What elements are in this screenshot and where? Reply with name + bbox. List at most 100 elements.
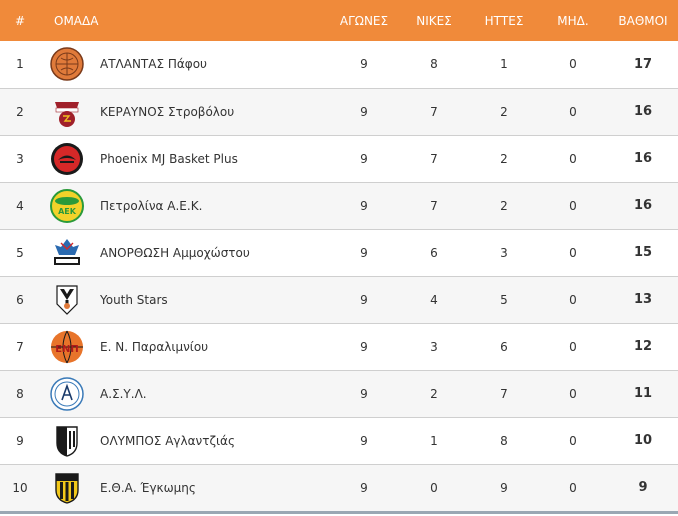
- table-body: 1 ΑΤΛΑΝΤΑΣ Πάφου 9 8 1 0 17 2: [0, 41, 678, 511]
- team-name[interactable]: ΟΛΥΜΠΟΣ Αγλαντζιάς: [100, 433, 235, 448]
- games-cell: 9: [360, 386, 368, 401]
- wins-cell: 7: [430, 198, 438, 213]
- games-cell: 9: [360, 292, 368, 307]
- table-bottom-border: [0, 511, 678, 514]
- table-header: # ΟΜΑΔΑ ΑΓΩΝΕΣ ΝΙΚΕΣ ΗΤΤΕΣ ΜΗΔ. ΒΑΘΜΟΙ: [0, 0, 678, 41]
- anorthosis-logo-icon[interactable]: [49, 235, 85, 271]
- table-row: 6 Youth Stars 9 4 5 0 13: [0, 276, 678, 323]
- svg-text:ΑΕΚ: ΑΕΚ: [58, 207, 77, 216]
- losses-cell: 9: [500, 480, 508, 495]
- points-cell: 16: [633, 151, 653, 166]
- points-cell: 16: [633, 104, 653, 119]
- forfeits-cell: 0: [569, 292, 577, 307]
- losses-cell: 7: [500, 386, 508, 401]
- points-cell: 16: [633, 198, 653, 213]
- team-name[interactable]: Ε. Ν. Παραλιμνίου: [100, 339, 209, 354]
- points-cell: 17: [633, 56, 653, 72]
- games-cell: 9: [360, 433, 368, 448]
- header-wins[interactable]: ΝΙΚΕΣ: [416, 13, 452, 28]
- team-name[interactable]: Youth Stars: [100, 292, 168, 307]
- wins-cell: 0: [430, 480, 438, 495]
- wins-cell: 2: [430, 386, 438, 401]
- games-cell: 9: [360, 198, 368, 213]
- wins-cell: 7: [430, 104, 438, 119]
- losses-cell: 6: [500, 339, 508, 354]
- points-cell: 10: [633, 433, 653, 448]
- rank-cell: 4: [16, 198, 24, 213]
- forfeits-cell: 0: [569, 433, 577, 448]
- wins-cell: 3: [430, 339, 438, 354]
- header-games[interactable]: ΑΓΩΝΕΣ: [339, 13, 389, 28]
- losses-cell: 2: [500, 104, 508, 119]
- points-cell: 11: [633, 386, 653, 401]
- keraunos-logo-icon[interactable]: [49, 94, 85, 130]
- games-cell: 9: [360, 245, 368, 260]
- games-cell: 9: [360, 104, 368, 119]
- wins-cell: 7: [430, 151, 438, 166]
- table-row: 8 Α.Σ.Υ.Λ. 9 2 7 0 11: [0, 370, 678, 417]
- phoenix-logo-icon[interactable]: [49, 141, 85, 177]
- rank-cell: 9: [16, 433, 24, 448]
- wins-cell: 6: [430, 245, 438, 260]
- table-row: 9 ΟΛΥΜΠΟΣ Αγλαντζιάς 9 1 8 0 10: [0, 417, 678, 464]
- points-cell: 9: [638, 480, 648, 495]
- forfeits-cell: 0: [569, 198, 577, 213]
- youth-stars-logo-icon[interactable]: [49, 282, 85, 318]
- table-row: 1 ΑΤΛΑΝΤΑΣ Πάφου 9 8 1 0 17: [0, 41, 678, 88]
- wins-cell: 4: [430, 292, 438, 307]
- olympos-logo-icon[interactable]: [49, 423, 85, 459]
- table-row: 4 ΑΕΚ Πετρολίνα Α.Ε.Κ. 9 7 2 0 16: [0, 182, 678, 229]
- asyl-logo-icon[interactable]: [49, 376, 85, 412]
- team-name[interactable]: Ε.Θ.Α. Έγκωμης: [100, 480, 196, 495]
- rank-cell: 5: [16, 245, 24, 260]
- forfeits-cell: 0: [569, 339, 577, 354]
- losses-cell: 2: [500, 198, 508, 213]
- rank-cell: 6: [16, 292, 24, 307]
- forfeits-cell: 0: [569, 57, 577, 72]
- enp-logo-icon[interactable]: ENΠ: [49, 329, 85, 365]
- team-name[interactable]: ΑΤΛΑΝΤΑΣ Πάφου: [100, 57, 208, 72]
- atlantas-logo-icon[interactable]: [49, 46, 85, 82]
- svg-text:ENΠ: ENΠ: [55, 344, 79, 355]
- losses-cell: 5: [500, 292, 508, 307]
- losses-cell: 1: [500, 57, 508, 72]
- rank-cell: 1: [16, 57, 24, 72]
- wins-cell: 8: [430, 57, 438, 72]
- team-name[interactable]: ΑΝΟΡΘΩΣΗ Αμμοχώστου: [100, 245, 250, 260]
- losses-cell: 3: [500, 245, 508, 260]
- header-row: # ΟΜΑΔΑ ΑΓΩΝΕΣ ΝΙΚΕΣ ΗΤΤΕΣ ΜΗΔ. ΒΑΘΜΟΙ: [0, 0, 678, 41]
- table-row: 3 Phoenix MJ Basket Plus 9 7 2 0 16: [0, 135, 678, 182]
- header-team[interactable]: ΟΜΑΔΑ: [54, 13, 99, 28]
- header-points[interactable]: ΒΑΘΜΟΙ: [618, 13, 668, 28]
- team-name[interactable]: Α.Σ.Υ.Λ.: [100, 386, 147, 401]
- team-name[interactable]: ΚΕΡΑΥΝΟΣ Στροβόλου: [100, 104, 235, 119]
- team-name[interactable]: Πετρολίνα Α.Ε.Κ.: [100, 198, 203, 213]
- games-cell: 9: [360, 480, 368, 495]
- wins-cell: 1: [430, 433, 438, 448]
- rank-cell: 3: [16, 151, 24, 166]
- losses-cell: 8: [500, 433, 508, 448]
- table-row: 5 ΑΝΟΡΘΩΣΗ Αμμοχώστου 9 6 3 0 15: [0, 229, 678, 276]
- etha-logo-icon[interactable]: [49, 470, 85, 506]
- forfeits-cell: 0: [569, 245, 577, 260]
- games-cell: 9: [360, 151, 368, 166]
- aek-logo-icon[interactable]: ΑΕΚ: [49, 188, 85, 224]
- games-cell: 9: [360, 57, 368, 72]
- table-row: 2 ΚΕΡΑΥΝΟΣ Στροβόλου 9 7 2 0 16: [0, 88, 678, 135]
- forfeits-cell: 0: [569, 104, 577, 119]
- header-losses[interactable]: ΗΤΤΕΣ: [484, 13, 524, 28]
- team-name[interactable]: Phoenix MJ Basket Plus: [100, 151, 238, 166]
- rank-cell: 2: [16, 104, 24, 119]
- table-row: 7 ENΠ Ε. Ν. Παραλιμνίου 9 3 6 0 12: [0, 323, 678, 370]
- forfeits-cell: 0: [569, 480, 577, 495]
- points-cell: 15: [633, 245, 653, 260]
- rank-cell: 10: [12, 480, 28, 495]
- header-rank[interactable]: #: [14, 13, 26, 28]
- points-cell: 12: [633, 339, 653, 354]
- points-cell: 13: [633, 292, 653, 307]
- rank-cell: 8: [16, 386, 24, 401]
- rank-cell: 7: [16, 339, 24, 354]
- table-row: 10 Ε.Θ.Α. Έγκωμης 9 0 9 0 9: [0, 464, 678, 511]
- header-forfeits[interactable]: ΜΗΔ.: [557, 13, 589, 28]
